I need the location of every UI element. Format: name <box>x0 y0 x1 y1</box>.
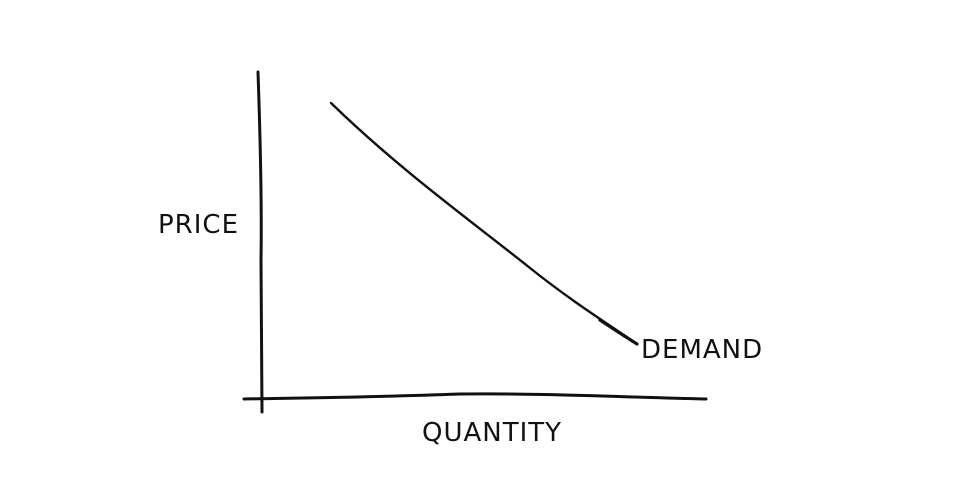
demand-curve <box>329 101 639 346</box>
series-label-demand: DEMAND <box>641 335 763 365</box>
x-axis <box>242 392 708 401</box>
y-axis-label: PRICE <box>158 210 239 240</box>
demand-curve-end-thickening <box>598 318 639 346</box>
x-axis-label: QUANTITY <box>422 418 562 448</box>
y-axis <box>256 70 264 414</box>
